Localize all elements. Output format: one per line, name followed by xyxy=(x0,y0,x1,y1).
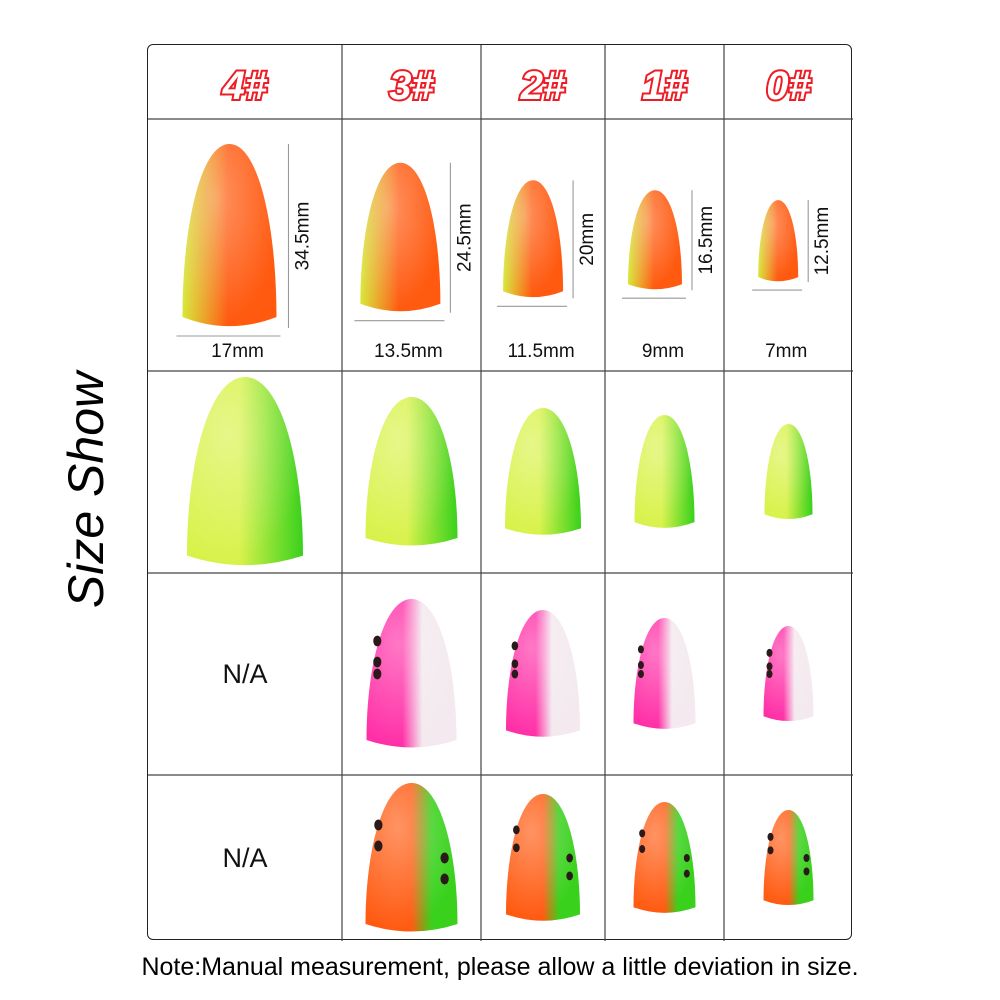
not-available-label: N/A xyxy=(222,843,267,873)
float-green-yellow-1# xyxy=(634,415,695,528)
float-dot xyxy=(566,871,573,881)
float-dot xyxy=(374,819,383,831)
width-label: 13.5mm xyxy=(374,341,443,362)
float-dot xyxy=(440,873,449,885)
float-dot xyxy=(683,854,690,862)
length-label: 16.5mm xyxy=(696,206,717,275)
table-grid xyxy=(148,45,853,941)
float-dot xyxy=(766,662,773,671)
size-header-2: 2# xyxy=(520,64,566,108)
float-dot xyxy=(637,670,644,678)
float-dot xyxy=(440,852,449,864)
float-orange-green-dots-2# xyxy=(506,794,580,921)
table-body: 34.5mm 17mm 24.5mm 13.5mm 20mm 11.5mm 16.5mm 9m… xyxy=(176,144,833,932)
not-available-label: N/A xyxy=(222,659,267,689)
float-dot xyxy=(373,635,382,647)
float-orange-yellow-0# xyxy=(758,200,799,282)
float-dot xyxy=(511,669,519,679)
float-green-yellow-2# xyxy=(505,408,581,535)
float-pink-white-dots-2# xyxy=(506,610,580,737)
width-label: 17mm xyxy=(211,341,264,362)
length-label: 12.5mm xyxy=(812,207,833,276)
length-label: 24.5mm xyxy=(454,203,475,272)
float-dot xyxy=(373,656,382,668)
size-header-3: 1# xyxy=(642,64,687,108)
float-dot xyxy=(374,840,383,852)
float-dot xyxy=(566,853,573,863)
float-orange-yellow-3# xyxy=(360,162,441,312)
float-dot xyxy=(513,843,520,853)
float-pink-white-dots-3# xyxy=(366,599,457,748)
float-orange-yellow-4# xyxy=(182,144,277,327)
float-orange-green-dots-1# xyxy=(633,802,696,913)
float-dot xyxy=(637,661,644,670)
float-dot xyxy=(767,832,774,841)
width-label: 7mm xyxy=(765,341,807,362)
float-green-yellow-0# xyxy=(764,424,813,520)
float-dot xyxy=(373,668,382,680)
length-label: 34.5mm xyxy=(292,202,313,271)
size-header-1: 3# xyxy=(389,64,434,108)
float-dot xyxy=(803,854,810,862)
float-orange-green-dots-0# xyxy=(763,810,814,906)
float-dot xyxy=(637,645,644,654)
width-label: 9mm xyxy=(642,341,684,362)
float-dot xyxy=(639,829,646,838)
size-table: 4# 3# 2# 1# 0# 34.5mm 17mm 24.5mm 13.5mm 20mm 11.… xyxy=(147,44,853,941)
size-header-4: 0# xyxy=(766,64,811,108)
header-row: 4# 3# 2# 1# 0# xyxy=(220,62,814,110)
measurement-note: Note:Manual measurement, please allow a … xyxy=(141,953,859,981)
length-label: 20mm xyxy=(577,213,598,266)
float-dot xyxy=(683,869,690,878)
width-label: 11.5mm xyxy=(507,341,574,362)
float-pink-white-dots-1# xyxy=(633,618,696,729)
float-dot xyxy=(803,867,810,876)
float-orange-yellow-2# xyxy=(503,180,564,298)
float-dot xyxy=(513,825,520,835)
size-header-0: 4# xyxy=(222,64,268,108)
float-dot xyxy=(766,670,773,678)
float-dot xyxy=(766,648,773,657)
float-dot xyxy=(511,641,519,651)
float-orange-yellow-1# xyxy=(627,190,682,290)
float-green-yellow-4# xyxy=(187,377,303,566)
float-pink-white-dots-0# xyxy=(763,626,814,722)
size-show-title: Size Show xyxy=(58,371,114,609)
float-dot xyxy=(511,659,519,669)
float-dot xyxy=(767,846,774,855)
float-green-yellow-3# xyxy=(365,397,458,546)
float-dot xyxy=(639,845,646,854)
float-orange-green-dots-3# xyxy=(365,783,458,932)
